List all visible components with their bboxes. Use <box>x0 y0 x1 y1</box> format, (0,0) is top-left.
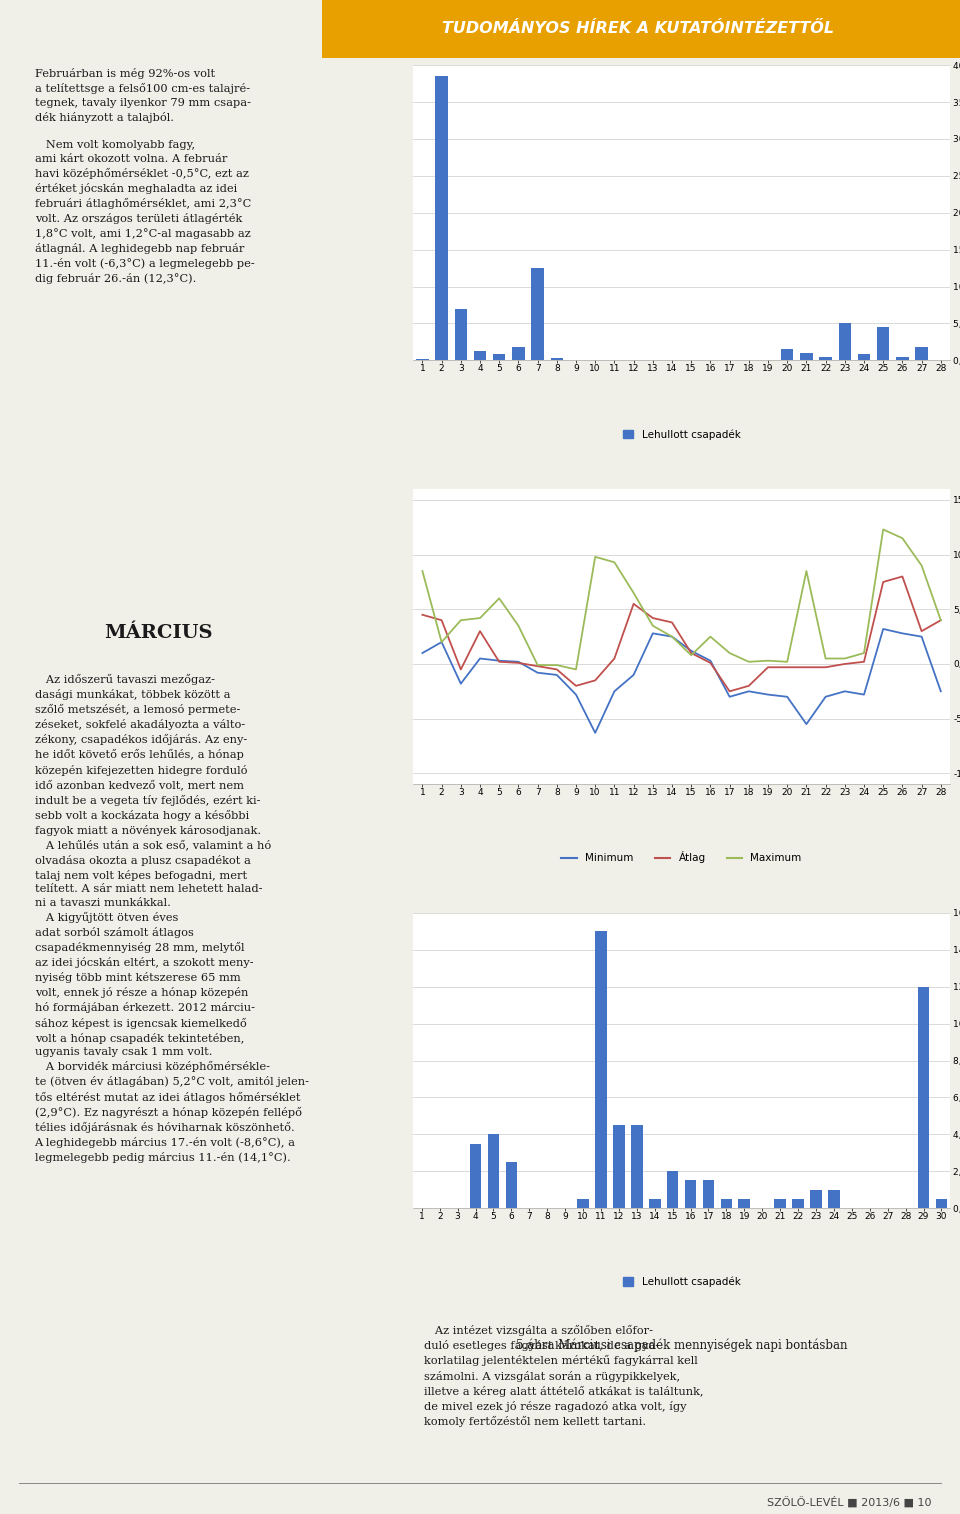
Bar <box>506 1163 517 1208</box>
Legend: Lehullott csapadék: Lehullott csapadék <box>618 1273 745 1291</box>
Bar <box>649 1199 660 1208</box>
Bar <box>577 1199 588 1208</box>
Bar <box>839 324 851 360</box>
Bar <box>800 353 812 360</box>
Bar <box>828 1190 840 1208</box>
Bar <box>469 1143 481 1208</box>
Text: 5.ábra Márciusi csapadék mennyiségek napi bontásban: 5.ábra Márciusi csapadék mennyiségek nap… <box>516 1338 848 1352</box>
Bar <box>595 931 607 1208</box>
Text: Februárban is még 92%-os volt
a telítettsge a felső100 cm-es talajré-
tegnek, ta: Februárban is még 92%-os volt a telített… <box>35 68 254 285</box>
Bar <box>454 309 467 360</box>
Bar <box>613 1125 625 1208</box>
Bar <box>876 327 889 360</box>
Bar <box>322 0 960 58</box>
Bar <box>857 354 870 360</box>
Bar <box>488 1134 499 1208</box>
Bar <box>918 987 929 1208</box>
Bar <box>684 1181 696 1208</box>
Bar <box>436 76 447 360</box>
Bar <box>775 1199 786 1208</box>
Text: TUDOMÁNYOS HÍREK A KUTATÓINTÉZETTŐL: TUDOMÁNYOS HÍREK A KUTATÓINTÉZETTŐL <box>443 21 834 36</box>
Text: 3.ábra Februári csapadék mennyiségek napi bontásban: 3.ábra Februári csapadék mennyiségek nap… <box>516 491 847 504</box>
Bar <box>792 1199 804 1208</box>
Legend: Lehullott csapadék: Lehullott csapadék <box>618 425 745 444</box>
Bar <box>936 1199 948 1208</box>
Bar <box>493 354 505 360</box>
Bar <box>631 1125 642 1208</box>
Bar <box>915 347 927 360</box>
Text: Az időszerű tavaszi mezőgaz-
dasági munkákat, többek között a
szőlő metszését, a: Az időszerű tavaszi mezőgaz- dasági munk… <box>35 674 308 1163</box>
Bar <box>721 1199 732 1208</box>
Bar <box>474 351 486 360</box>
Bar <box>531 268 543 360</box>
Bar <box>896 357 908 360</box>
Bar <box>703 1181 714 1208</box>
Text: SZŐLŐ-LEVÉL ■ 2013/6 ■ 10: SZŐLŐ-LEVÉL ■ 2013/6 ■ 10 <box>767 1497 931 1508</box>
Bar <box>810 1190 822 1208</box>
Text: 4.ábra Februári léghőmérséklet napi bontásban: 4.ábra Februári léghőmérséklet napi bont… <box>539 914 825 928</box>
Legend: Minimum, Átlag, Maximum: Minimum, Átlag, Maximum <box>558 848 805 868</box>
Bar <box>513 347 524 360</box>
Text: Az intézet vizsgálta a szőlőben előfor-
duló esetleges fagyási károkat, de a gya: Az intézet vizsgálta a szőlőben előfor- … <box>423 1325 703 1426</box>
Bar <box>780 350 793 360</box>
Bar <box>738 1199 750 1208</box>
Bar <box>550 359 563 360</box>
Bar <box>667 1172 679 1208</box>
Text: MÁRCIUS: MÁRCIUS <box>104 624 212 642</box>
Bar <box>819 357 831 360</box>
